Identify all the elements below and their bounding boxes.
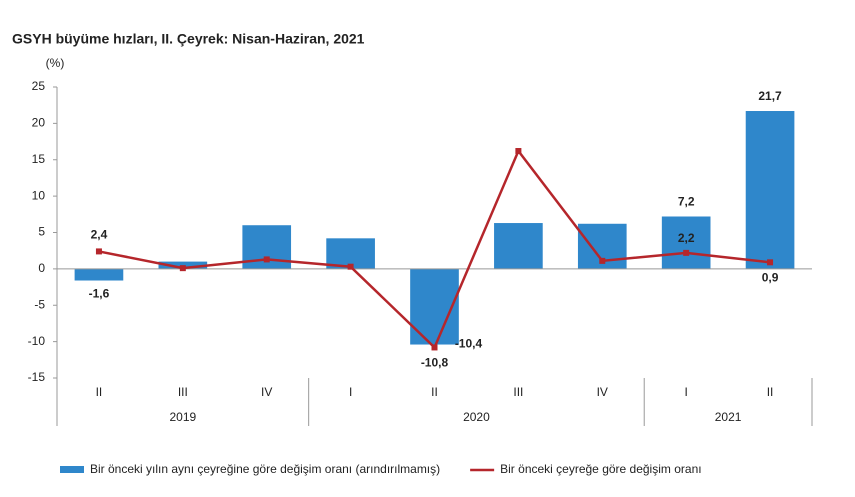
group-label: 2019 <box>169 410 196 424</box>
legend-label: Bir önceki yılın aynı çeyreğine göre değ… <box>90 462 440 476</box>
chart-title: GSYH büyüme hızları, II. Çeyrek: Nisan-H… <box>12 31 365 47</box>
data-label: 2,2 <box>678 231 695 245</box>
bar <box>745 111 795 269</box>
y-tick-label: 5 <box>38 225 45 239</box>
line-marker <box>431 344 438 351</box>
y-tick-label: 15 <box>32 152 46 166</box>
y-tick-label: 0 <box>38 261 45 275</box>
data-label: -1,6 <box>89 287 110 301</box>
line-marker <box>347 263 354 270</box>
line-marker <box>599 257 606 264</box>
x-tick-label: IV <box>261 385 272 399</box>
x-tick-label: II <box>767 385 774 399</box>
y-tick-label: 10 <box>32 188 46 202</box>
x-tick-label: II <box>96 385 103 399</box>
line-marker <box>515 148 522 155</box>
line-marker <box>683 249 690 256</box>
bar <box>74 268 124 281</box>
x-tick-label: III <box>513 385 523 399</box>
line-marker <box>179 265 186 272</box>
data-label: 2,4 <box>91 228 108 242</box>
data-label: -10,4 <box>455 337 483 351</box>
group-label: 2020 <box>463 410 490 424</box>
y-tick-label: -15 <box>28 370 46 384</box>
y-axis-label: (%) <box>46 56 65 70</box>
y-tick-label: 25 <box>32 79 46 93</box>
x-tick-label: IV <box>597 385 608 399</box>
bar <box>661 216 711 269</box>
data-label: 0,9 <box>762 270 779 284</box>
data-label: 7,2 <box>678 195 695 209</box>
data-label: 21,7 <box>758 89 782 103</box>
y-tick-label: -10 <box>28 334 46 348</box>
x-tick-label: II <box>431 385 438 399</box>
line-marker <box>95 248 102 255</box>
bar <box>494 223 543 269</box>
data-label: -10,8 <box>421 356 449 370</box>
y-tick-label: -5 <box>34 297 45 311</box>
x-tick-label: III <box>178 385 188 399</box>
x-tick-label: I <box>684 385 687 399</box>
group-label: 2021 <box>715 410 742 424</box>
x-tick-label: I <box>349 385 352 399</box>
line-marker <box>767 259 774 266</box>
legend-label: Bir önceki çeyreğe göre değişim oranı <box>500 462 701 476</box>
line-marker <box>263 256 270 263</box>
y-tick-label: 20 <box>32 116 46 130</box>
legend-swatch <box>60 466 84 473</box>
